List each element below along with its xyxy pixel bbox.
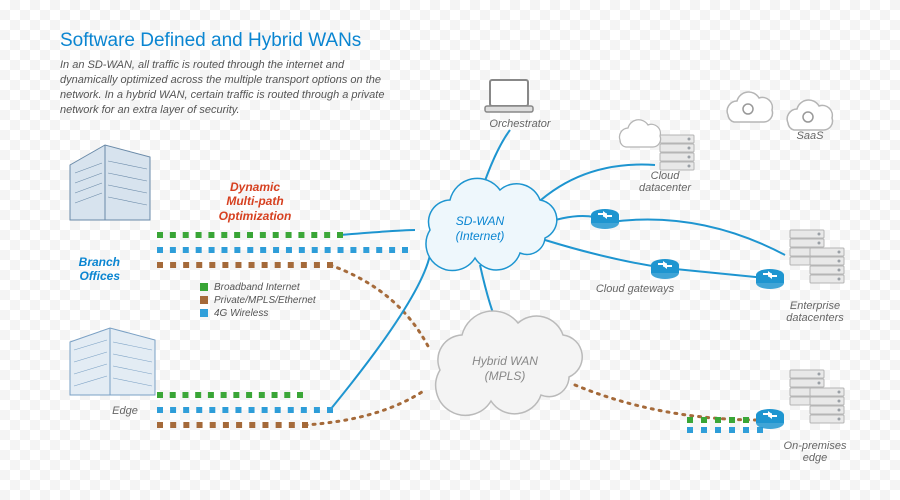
sdwan-label-1: SD-WAN — [456, 214, 505, 228]
edge-label: Edge — [100, 405, 150, 417]
sdwan-label-2: (Internet) — [456, 229, 505, 243]
saas-label: SaaS — [790, 130, 830, 142]
cloud-dc-label: Cloud datacenter — [625, 170, 705, 194]
ent-dc-label: Enterprise datacenters — [770, 300, 860, 324]
hybrid-label-2: (MPLS) — [485, 369, 526, 383]
legend-private: Private/MPLS/Ethernet — [214, 295, 316, 306]
legend: Broadband Internet Private/MPLS/Ethernet… — [200, 280, 316, 321]
legend-broadband: Broadband Internet — [214, 282, 300, 293]
legend-sw-wireless — [200, 309, 208, 317]
building-2 — [70, 328, 155, 395]
cloud-gw-label: Cloud gateways — [585, 283, 685, 295]
legend-wireless: 4G Wireless — [214, 308, 268, 319]
dmo-label: Dynamic Multi-path Optimization — [210, 180, 300, 223]
hybrid-cloud: Hybrid WAN (MPLS) — [436, 311, 583, 415]
legend-sw-broadband — [200, 283, 208, 291]
diagram-canvas: Software Defined and Hybrid WANs In an S… — [0, 0, 900, 500]
hybrid-label-1: Hybrid WAN — [472, 354, 538, 368]
branch-label: Branch Offices — [60, 255, 120, 283]
orchestrator-label: Orchestrator — [485, 118, 555, 130]
sdwan-cloud: SD-WAN (Internet) — [426, 178, 557, 270]
laptop-icon — [485, 80, 533, 112]
building-1 — [70, 145, 150, 220]
saas-icon — [727, 92, 832, 130]
diagram-svg: SD-WAN (Internet) Hybrid WAN (MPLS) — [0, 0, 900, 500]
onprem-label: On-premises edge — [765, 440, 865, 464]
legend-sw-private — [200, 296, 208, 304]
